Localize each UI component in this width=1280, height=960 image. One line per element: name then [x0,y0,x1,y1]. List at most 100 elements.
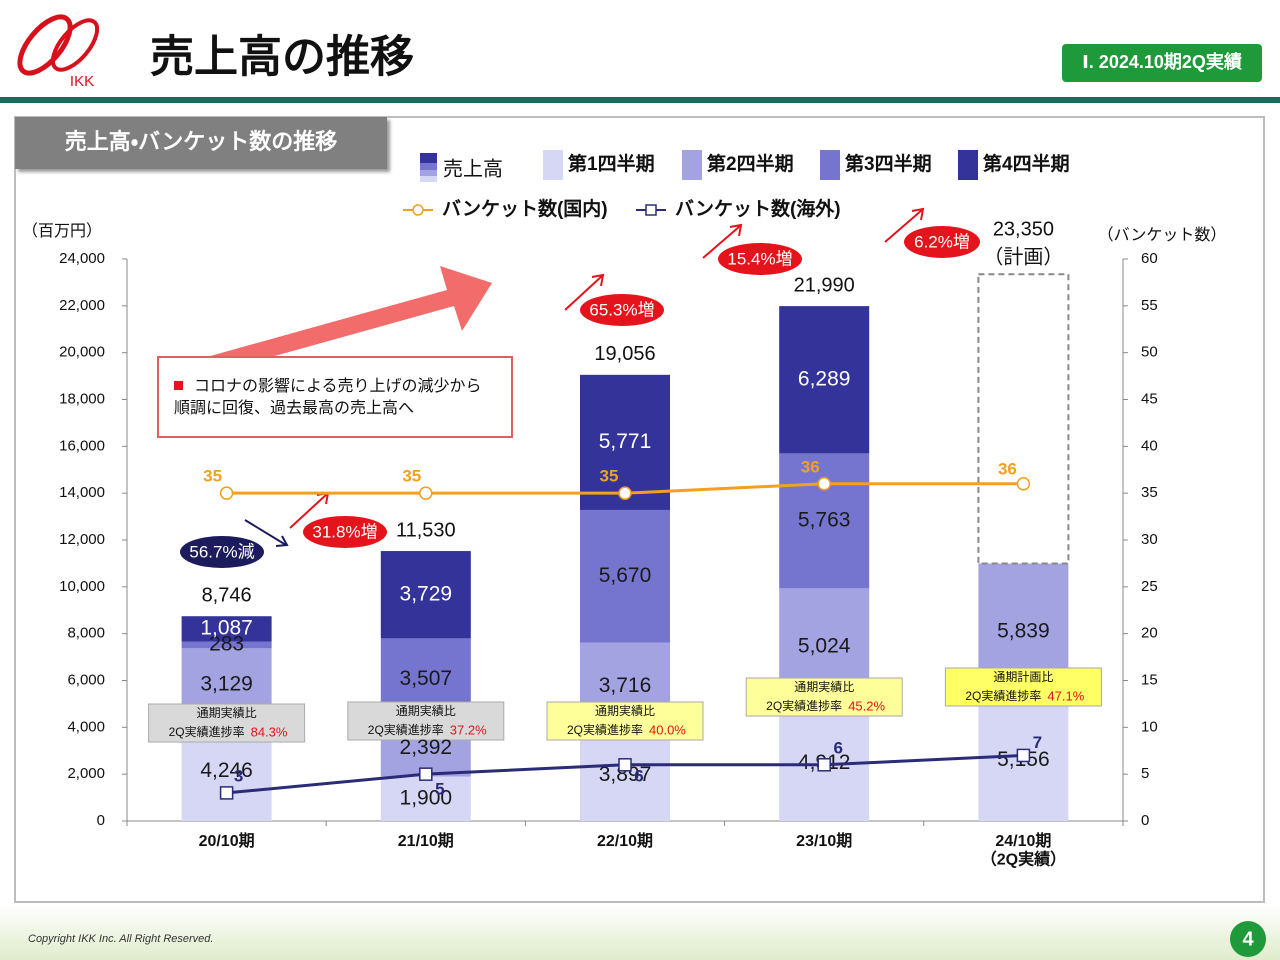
section-title: 売上高・バンケット数の推移 [65,129,338,154]
header-rule [0,97,1280,103]
x-tick-label: 22/10期 [597,831,653,850]
y2-tick-label: 15 [1141,671,1158,688]
bar-value-label: 5,670 [599,564,652,587]
x-tick-label: 24/10期（2Q実績） [981,831,1066,868]
progress-box [347,701,505,741]
growth-label: 56.7%減 [189,542,254,561]
progress-box [745,677,903,717]
line-value-label: 35 [402,467,421,486]
bar-value-label: 1,900 [400,786,453,809]
line-value-label: 3 [234,766,243,785]
progress-label: 2Q実績進捗率 [965,688,1041,703]
line-marker [1016,748,1031,763]
progress-label: 2Q実績進捗率 [169,724,245,739]
bar-segment [580,509,670,643]
bar-segment [380,776,471,821]
plan-box [977,273,1070,565]
line-value-label: 7 [1033,733,1042,752]
bar-value-label: 3,507 [400,667,453,690]
bar-value-label: 2,392 [400,736,453,759]
progress-rate: 40.0% [649,722,686,737]
growth-label: 6.2%増 [914,232,970,251]
y-tick-label: 20,000 [59,344,105,361]
line-marker [219,786,234,800]
line-value-label: 36 [801,457,820,476]
y2-tick-label: 10 [1141,718,1158,735]
total-label: 8,746 [202,584,252,606]
growth-badge [303,516,387,548]
y2-tick-label: 20 [1141,625,1158,642]
bar-value-label: 6,289 [798,367,851,390]
progress-box [148,703,306,743]
line-value-label: 36 [998,459,1017,478]
legend-label: 売上高 [443,157,503,180]
note-box [157,356,513,438]
note-bullet [174,381,183,390]
progress-rate: 37.2% [450,722,487,737]
legend-label: 第1四半期 [568,152,655,175]
total-label: 19,056 [594,343,655,365]
y2-tick-label: 50 [1141,344,1158,361]
bar-value-label: 4,246 [200,759,253,782]
y2-tick-label: 60 [1141,250,1158,267]
growth-arrows [244,207,925,547]
line-marker [817,758,831,772]
legend-label: バンケット数(海外) [675,197,841,220]
y2-tick-label: 35 [1141,484,1158,501]
y-tick-label: 18,000 [59,390,105,407]
progress-rate: 84.3% [251,724,288,739]
y-tick-label: 16,000 [59,437,105,454]
progress-basis: 通期実績比 [197,705,257,720]
legend-label: 第3四半期 [845,152,932,175]
y-tick-label: 8,000 [67,625,105,642]
line-value-label: 6 [634,766,643,785]
total-label: 23,350 [993,219,1054,241]
legend-swatch [543,150,563,180]
legend-stack [420,170,437,176]
bar-value-label: 1,087 [200,616,253,639]
bar-segment [779,306,870,454]
legend-label: バンケット数(国内) [442,197,608,220]
line-value-label: 6 [833,738,842,757]
progress-basis: 通期実績比 [595,703,655,718]
y-tick-label: 0 [97,812,105,829]
bar-segment [779,453,870,589]
trend-arrow [196,266,492,376]
legend-stack [420,153,437,163]
line-marker [618,758,632,772]
x-tick-label: 23/10期 [796,831,852,850]
section-header [15,117,387,169]
y2-tick-label: 40 [1141,437,1158,454]
line-marker [419,486,433,500]
growth-label: 15.4%増 [727,249,792,268]
y-tick-label: 22,000 [59,297,105,314]
y-tick-label: 4,000 [67,718,105,735]
line-marker [219,486,234,500]
progress-label: 2Q実績進捗率 [368,722,444,737]
total-label: 11,530 [396,519,456,541]
legend-label: 第2四半期 [707,152,794,175]
bar-segment [181,641,272,649]
progress-box [546,701,704,741]
plan-label: （計画） [983,246,1063,269]
y2-axis-title: （バンケット数） [1098,226,1227,244]
y-tick-label: 12,000 [59,531,105,548]
bar-segment [580,729,670,821]
bar-segment [181,616,272,642]
bar-segment [380,551,471,639]
line-value-label: 35 [203,467,222,486]
y-tick-label: 2,000 [67,765,105,782]
y2-tick-label: 0 [1141,812,1149,829]
line-marker [1016,477,1031,491]
bar-value-label: 3,716 [599,674,652,697]
note-text: 順調に回復、過去最高の売上高へ [174,399,414,417]
page-number: 4 [1242,928,1254,950]
slide-title: 売上高の推移 [150,33,414,82]
line-marker [419,767,433,781]
bar-value-label: 3,729 [400,582,453,605]
y-tick-label: 14,000 [59,484,105,501]
progress-box [944,667,1102,707]
legend-marker [412,204,424,216]
